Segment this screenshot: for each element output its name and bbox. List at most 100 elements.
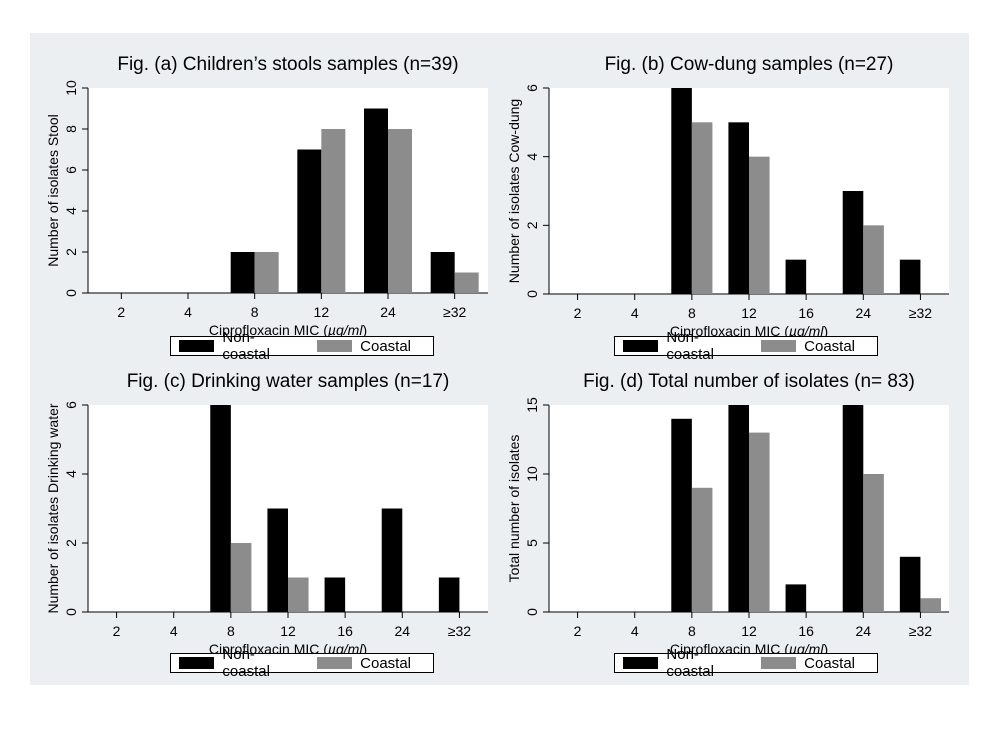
legend-label-coastal: Coastal [360,337,412,355]
y-tick-label-0: 0 [524,608,540,616]
y-tick-label-8: 8 [63,125,79,133]
x-axis-label-suffix: ) [362,641,367,657]
bar-coastal-32 [920,598,941,612]
bar-non-coastal-8 [671,418,692,612]
x-tick-label-2: 2 [117,304,125,320]
x-tick-label-4: 4 [631,305,639,321]
legend-swatch-coastal [760,340,797,352]
bar-coastal-24 [863,225,884,294]
x-tick-label-8: 8 [251,304,259,320]
x-axis-label-prefix: Ciprofloxacin MIC ( [670,323,789,339]
x-tick-label-32: ≥32 [909,623,932,639]
x-tick-label-32: ≥32 [909,305,932,321]
x-tick-label-2: 2 [574,623,582,639]
x-tick-label-12: 12 [741,623,757,639]
legend-swatch-non-coastal [623,340,659,352]
legend-label-non-coastal: Non-coastal [222,329,270,363]
chart-d: Fig. (d) Total number of isolates (n= 83… [506,371,949,657]
bar-coastal-12 [288,577,309,612]
x-tick-label-4: 4 [184,304,192,320]
x-tick-label-32: ≥32 [448,623,471,639]
y-tick-label-2: 2 [524,221,540,229]
bar-non-coastal-32 [438,577,460,612]
x-tick-label-24: 24 [380,304,396,320]
legend-label-coastal: Coastal [804,654,856,672]
legend-label-non-coastal: Non-coastal [666,646,714,680]
legend-swatch-coastal [760,657,797,669]
chart-panel-a: Fig. (a) Children’s stools samples (n=39… [40,44,497,363]
bar-non-coastal-24 [842,405,864,612]
y-tick-label-0: 0 [63,608,79,616]
legend-label-non-coastal: Non-coastal [222,646,270,680]
chart-panel-b: Fig. (b) Cow-dung samples (n=27) 0 2 4 6 Numb… [502,44,959,363]
y-tick-label-10: 10 [524,466,540,482]
x-tick-label-12: 12 [314,304,330,320]
legend-swatch-non-coastal [179,657,215,669]
x-tick-label-12: 12 [741,305,757,321]
x-tick-label-16: 16 [337,623,353,639]
bar-non-coastal-16 [785,584,807,612]
legend-swatch-coastal [316,340,353,352]
chart-b: Fig. (b) Cow-dung samples (n=27)0246Numb… [506,54,949,339]
x-tick-label-32: ≥32 [443,304,466,320]
bar-non-coastal-32 [899,259,921,294]
y-tick-label-10: 10 [63,80,79,96]
x-tick-label-16: 16 [798,305,814,321]
x-axis-label: Ciprofloxacin MIC (µg/ml) [209,322,367,338]
y-tick-label-0: 0 [63,289,79,297]
x-axis-label-suffix: ) [823,323,828,339]
legend-c: Non-coastal Coastal [170,646,434,680]
legend-label-coastal: Coastal [360,654,412,672]
y-tick-label-6: 6 [524,84,540,92]
bar-coastal-8 [230,543,252,612]
x-tick-label-4: 4 [170,623,178,639]
legend-swatch-non-coastal [179,340,215,352]
y-tick-label-5: 5 [524,539,540,547]
x-axis-label-unit: µg/ml [328,322,363,338]
chart-title: Fig. (a) Children’s stools samples (n=39… [117,54,458,75]
bar-non-coastal-8 [230,252,255,293]
bar-non-coastal-8 [671,88,692,294]
x-tick-label-4: 4 [631,623,639,639]
y-tick-label-4: 4 [63,207,79,215]
x-tick-label-8: 8 [688,305,696,321]
bar-non-coastal-12 [297,149,322,293]
legend-label-non-coastal: Non-coastal [666,329,714,363]
chart-c: Fig. (c) Drinking water samples (n=17) 0 2… [45,371,488,657]
x-tick-label-8: 8 [227,623,235,639]
bar-non-coastal-12 [728,405,749,612]
x-axis-label: Ciprofloxacin MIC (µg/ml) [670,323,828,339]
bar-non-coastal-24 [381,508,403,612]
bar-non-coastal-32 [430,252,455,293]
x-axis-label-suffix: ) [362,322,367,338]
y-axis-label: Total number of isolates [506,435,522,583]
bar-coastal-32 [454,272,479,293]
x-tick-label-2: 2 [574,305,582,321]
y-tick-label-2: 2 [63,539,79,547]
chart-title: Fig. (b) Cow-dung samples (n=27) [605,54,894,75]
y-axis-label: Number of isolates Stool [45,114,61,267]
y-tick-label-2: 2 [63,248,79,256]
bar-coastal-8 [254,252,279,293]
bar-coastal-12 [321,129,346,293]
bar-coastal-24 [388,129,412,293]
chart-title: Fig. (c) Drinking water samples (n=17) [127,371,450,392]
y-axis-label: Number of isolates Cow-dung [506,99,522,283]
x-axis-label-suffix: ) [823,641,828,657]
y-tick-label-6: 6 [63,166,79,174]
bar-non-coastal-12 [267,508,288,612]
legend-swatch-coastal [316,657,353,669]
y-tick-label-15: 15 [524,397,540,413]
chart-a: Fig. (a) Children’s stools samples (n=39… [45,54,488,338]
bar-non-coastal-24 [842,191,864,294]
legend-label-coastal: Coastal [804,337,856,355]
bar-non-coastal-16 [324,577,346,612]
bar-coastal-12 [749,156,770,294]
x-axis-label-unit: µg/ml [789,323,824,339]
x-tick-label-2: 2 [113,623,121,639]
bar-non-coastal-16 [785,259,807,294]
y-tick-label-4: 4 [524,153,540,161]
legend-a: Non-coastal Coastal [170,329,434,363]
y-axis-label: Number of isolates Drinking water [45,403,61,613]
x-tick-label-16: 16 [798,623,814,639]
